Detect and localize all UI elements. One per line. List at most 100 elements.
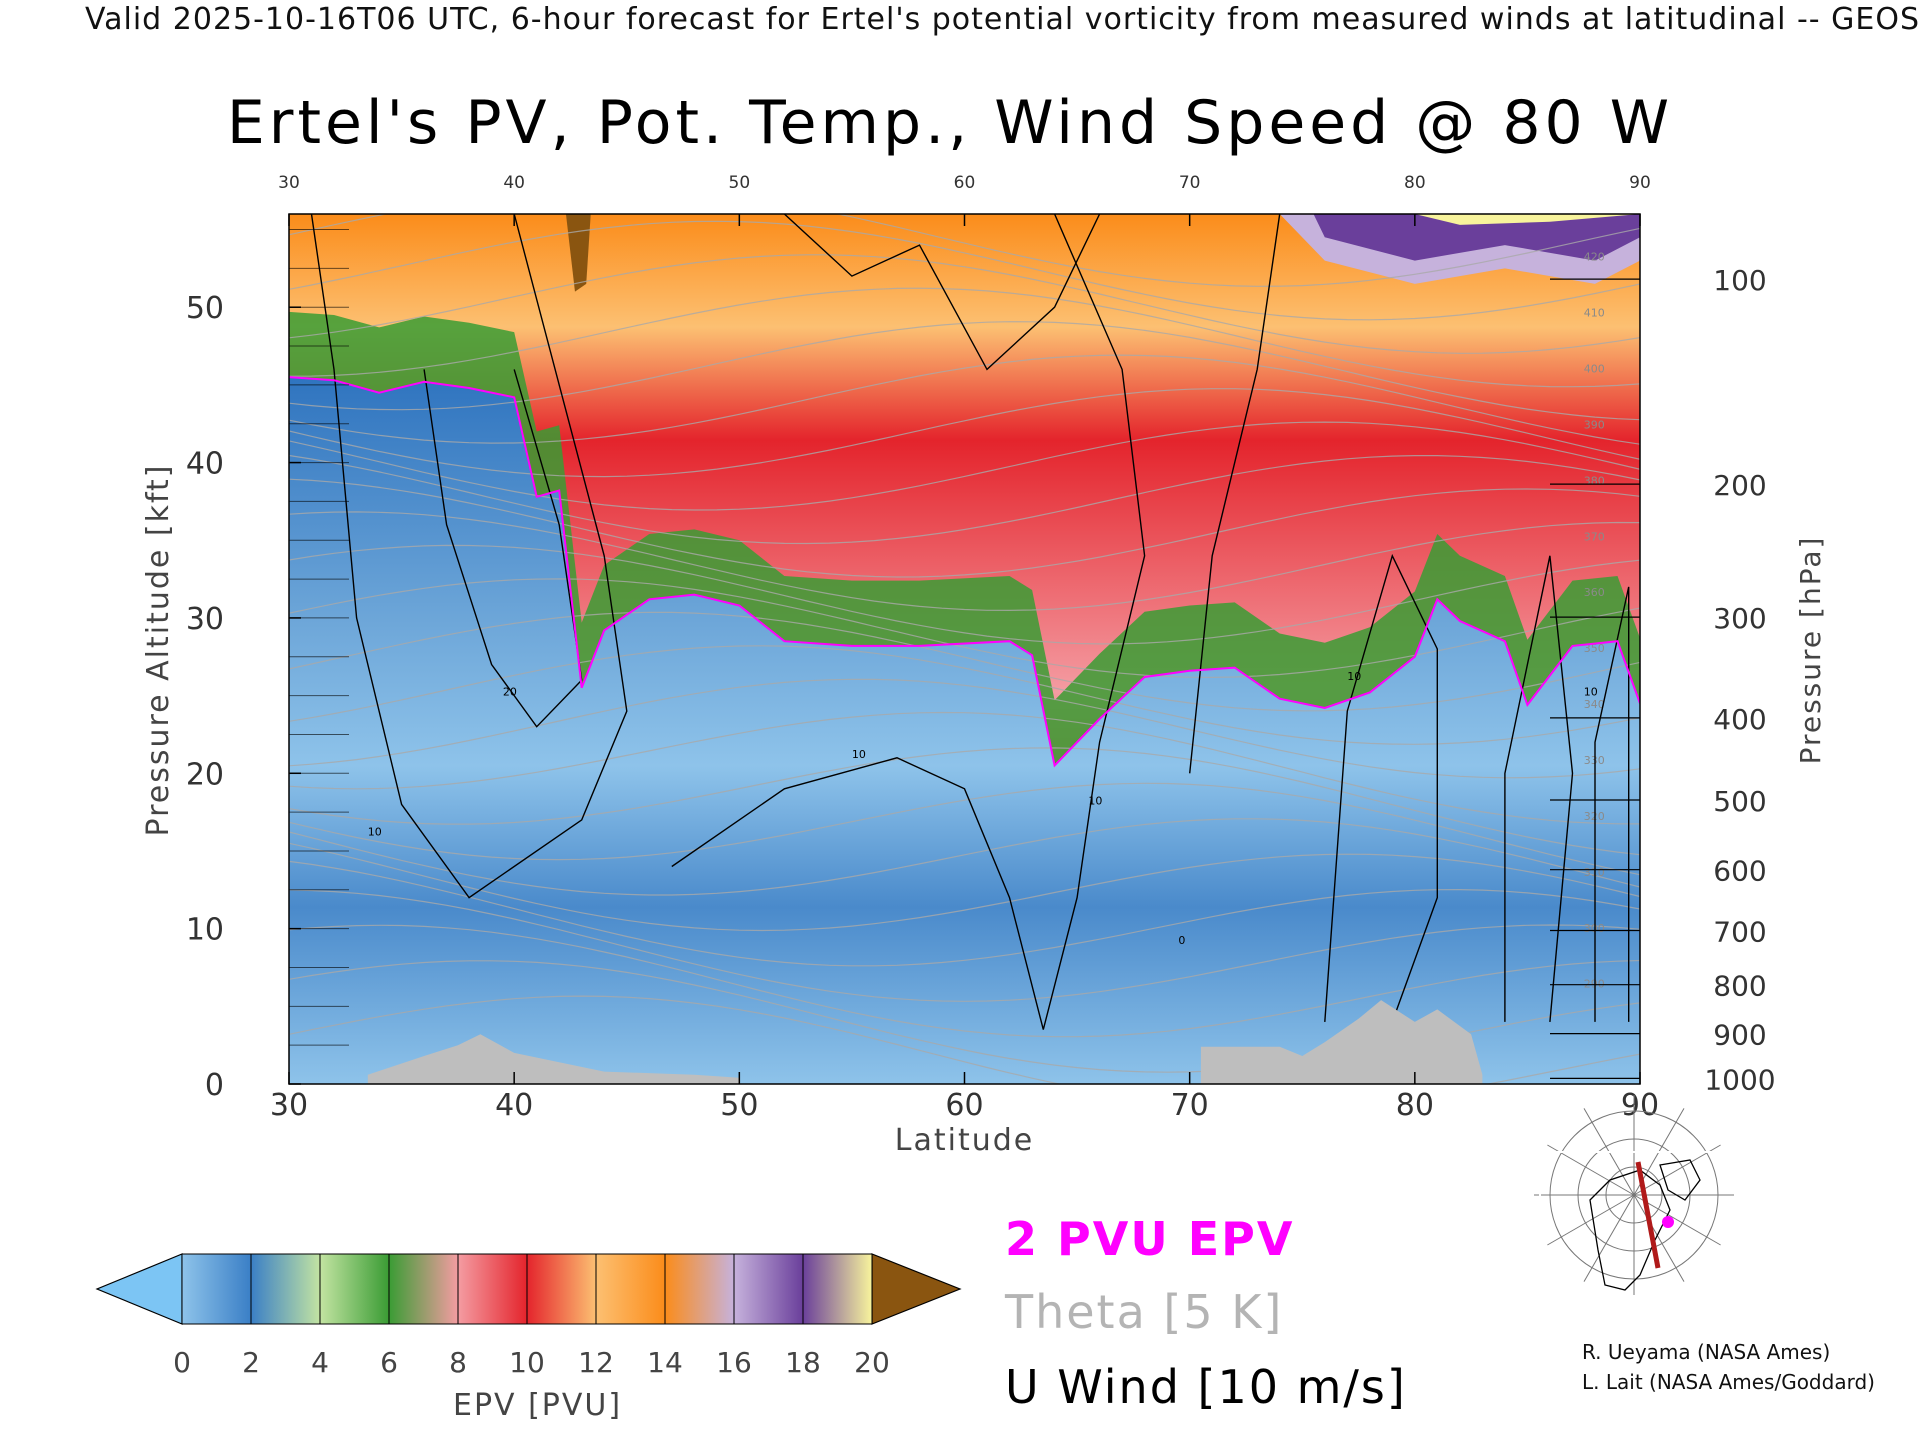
pressure-tick-label: 700 <box>1713 916 1766 949</box>
x-tick-label-top: 50 <box>729 173 751 193</box>
locator-map-frame <box>1539 1151 1737 1303</box>
theta-contour <box>289 321 1640 421</box>
pressure-tick-label: 900 <box>1713 1019 1766 1052</box>
pressure-tick-label: 400 <box>1713 703 1766 736</box>
colorbar-tick-label: 18 <box>785 1346 821 1379</box>
map-meridian <box>1547 1194 1635 1246</box>
theta-label: 380 <box>1584 474 1605 487</box>
y-tick-label: 30 <box>186 602 224 637</box>
theta-label: 350 <box>1584 642 1605 655</box>
colorbar-under-arrow <box>95 1253 183 1325</box>
theta-label: 340 <box>1584 698 1605 711</box>
pv-transition-layer <box>289 311 1640 766</box>
wind-contour <box>423 369 583 728</box>
x-tick-label-top: 80 <box>1404 173 1426 193</box>
theta-contour <box>289 995 1640 1084</box>
very-high-pv-band <box>1313 214 1640 261</box>
wind-contour <box>1594 586 1630 1022</box>
pv-streamer <box>565 214 591 292</box>
pressure-tick-label: 600 <box>1713 855 1766 888</box>
wind-contour <box>1189 214 1281 774</box>
credit-line-1: R. Ueyama (NASA Ames) <box>1582 1340 1831 1364</box>
colorbar-tick-label: 20 <box>854 1346 890 1379</box>
theta-contour <box>289 645 1640 745</box>
theta-contour <box>289 478 1640 578</box>
colorbar-segment <box>664 1253 735 1325</box>
theta-contour <box>289 818 1640 896</box>
map-meridian <box>1633 1194 1721 1246</box>
theta-contour <box>289 354 1640 445</box>
theta-label: 370 <box>1584 530 1605 543</box>
legend-2pvu-epv: 2 PVU EPV <box>1005 1212 1295 1266</box>
colorbar-tick-label: 12 <box>578 1346 614 1379</box>
theta-contour <box>289 421 1640 511</box>
pressure-tick-label: 800 <box>1713 970 1766 1003</box>
y-axis-label-right: Pressure [hPa] <box>1794 536 1827 765</box>
map-meridian <box>1633 1194 1685 1282</box>
theta-contour <box>289 889 1640 1002</box>
y-tick-label: 20 <box>186 757 224 792</box>
legend-theta: Theta [5 K] <box>1005 1285 1284 1339</box>
x-tick-label: 70 <box>1171 1088 1209 1123</box>
theta-label: 320 <box>1584 810 1605 823</box>
chart-title: Ertel's PV, Pot. Temp., Wind Speed @ 80 … <box>226 88 1674 158</box>
colorbar-tick-label: 10 <box>509 1346 545 1379</box>
theta-contour <box>289 254 1640 354</box>
theta-contour <box>289 220 1640 321</box>
theta-label: 310 <box>1584 866 1605 879</box>
wind-contour <box>671 214 1146 1030</box>
wind-label: 10 <box>1584 686 1598 699</box>
colorbar-tick-label: 6 <box>380 1346 398 1379</box>
y-tick-label: 0 <box>205 1068 224 1103</box>
x-tick-label: 50 <box>720 1088 758 1123</box>
x-tick-label-top: 40 <box>503 173 525 193</box>
wind-contour <box>783 214 1101 371</box>
y-axis-label-left: Pressure Altitude [kft] <box>141 464 176 837</box>
x-tick-label: 40 <box>495 1088 533 1123</box>
colorbar-tick-label: 14 <box>647 1346 683 1379</box>
colorbar-segment <box>250 1253 321 1325</box>
topography-fill <box>1200 1000 1483 1084</box>
map-point-marker <box>1662 1216 1674 1228</box>
pressure-tick-label: 200 <box>1713 469 1766 502</box>
colorbar-tick-label: 16 <box>716 1346 752 1379</box>
x-tick-label: 60 <box>945 1088 983 1123</box>
colorbar-segment <box>802 1253 873 1325</box>
colorbar-tick-label: 2 <box>242 1346 260 1379</box>
extreme-pv-band <box>1414 214 1640 225</box>
wind-contour <box>310 214 628 899</box>
theta-contour <box>289 678 1640 779</box>
x-tick-label: 90 <box>1621 1088 1659 1123</box>
theta-contour <box>289 860 1640 967</box>
wind-contour <box>1324 553 1438 1023</box>
map-meridian <box>1547 1144 1635 1196</box>
x-tick-label-top: 70 <box>1179 173 1201 193</box>
wind-label: 10 <box>852 748 866 761</box>
colorbar-segment <box>181 1253 252 1325</box>
theta-contour <box>289 842 1640 932</box>
theta-label: 360 <box>1584 586 1605 599</box>
tropopause-2pvu-line <box>289 376 1640 768</box>
map-meridian <box>1583 1194 1635 1282</box>
map-coastline-greenland <box>1659 1159 1701 1201</box>
colorbar-segment <box>319 1253 390 1325</box>
theta-label: 410 <box>1584 307 1605 320</box>
colorbar-label: EPV [PVU] <box>453 1388 623 1423</box>
theta-contour <box>289 924 1640 1038</box>
wind-label: 10 <box>1088 794 1102 807</box>
colorbar-tick-label: 8 <box>449 1346 467 1379</box>
theta-contour <box>289 388 1640 478</box>
credit-line-2: L. Lait (NASA Ames/Goddard) <box>1582 1370 1875 1394</box>
theta-contour <box>289 544 1640 645</box>
theta-label: 300 <box>1584 922 1605 935</box>
theta-contour <box>289 711 1640 825</box>
theta-contour <box>289 611 1640 712</box>
map-section-track <box>1635 1161 1661 1269</box>
wind-label: 20 <box>503 686 517 699</box>
colorbar-segment <box>595 1253 666 1325</box>
legend-u-wind: U Wind [10 m/s] <box>1005 1360 1407 1414</box>
colorbar-segment <box>388 1253 459 1325</box>
y-tick-label: 50 <box>186 291 224 326</box>
x-tick-label: 80 <box>1396 1088 1434 1123</box>
